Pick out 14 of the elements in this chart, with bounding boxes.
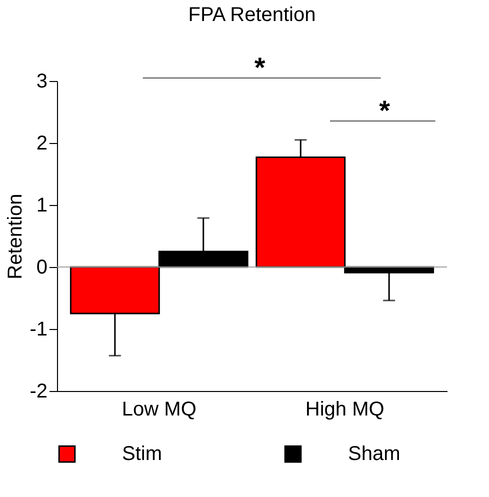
legend-label: Sham (348, 443, 400, 466)
y-tick-label: -1 (30, 318, 48, 340)
y-axis-title: Retention (4, 194, 27, 280)
x-tick-label: Low MQ (122, 398, 196, 420)
y-tick-label: 2 (36, 132, 48, 154)
chart-title: FPA Retention (188, 4, 316, 26)
y-tick-label: 3 (36, 70, 48, 92)
x-tick-label: High MQ (305, 398, 384, 420)
annotation: * (379, 95, 390, 126)
y-tick-label: 0 (36, 256, 48, 278)
annotation: * (254, 52, 266, 83)
legend-label: Stim (122, 443, 162, 466)
y-tick-label: 1 (36, 194, 48, 216)
y-tick-label: -2 (30, 380, 48, 402)
